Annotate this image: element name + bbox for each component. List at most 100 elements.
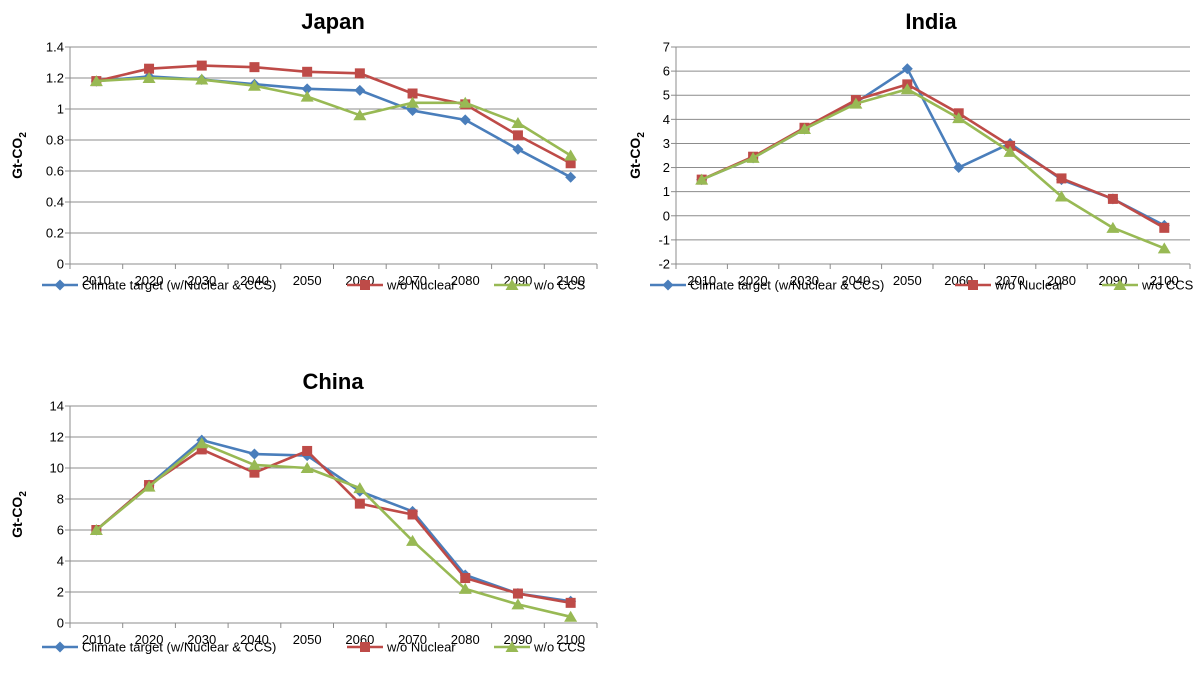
data-point: [302, 445, 313, 456]
y-tick-label: -1: [658, 232, 670, 247]
data-point: [406, 96, 420, 108]
legend-label: Climate target (w/Nuclear & CCS): [82, 640, 276, 655]
data-point: [798, 122, 811, 134]
y-tick-label: 6: [663, 64, 670, 79]
legend-marker: [360, 280, 370, 290]
series-ccs: [89, 437, 578, 622]
x-tick-label: 2050: [893, 273, 922, 288]
legend-marker: [54, 279, 66, 291]
y-tick-label: 4: [57, 554, 64, 569]
x-tick-label: 2020: [135, 273, 164, 288]
y-tick-label: 0.8: [46, 133, 64, 148]
y-tick-label: 0: [663, 208, 670, 223]
data-point: [196, 60, 207, 71]
legend-item-climate: Climate target (w/Nuclear & CCS): [42, 278, 276, 293]
data-point: [458, 582, 472, 594]
x-tick-label: 2070: [398, 273, 427, 288]
x-tick-label: 2010: [82, 273, 111, 288]
data-point: [406, 534, 420, 546]
y-tick-label: 14: [50, 399, 64, 414]
x-tick-label: 2030: [187, 273, 216, 288]
legend: Climate target (w/Nuclear & CCS) w/o Nucl…: [650, 278, 1194, 293]
data-point: [1106, 221, 1120, 233]
x-tick-label: 2080: [451, 632, 480, 647]
y-tick-label: 5: [663, 88, 670, 103]
y-tick-label: 12: [50, 430, 64, 445]
data-point: [512, 143, 524, 155]
data-point: [302, 66, 313, 77]
legend-item-ccs: w/o CCS: [494, 278, 586, 293]
data-point: [249, 467, 260, 478]
chart-title: China: [302, 369, 364, 394]
data-point: [354, 498, 365, 509]
y-tick-label: 7: [663, 40, 670, 55]
data-point: [89, 75, 103, 87]
y-axis-label: Gt-CO2: [9, 491, 29, 538]
y-tick-label: 2: [57, 585, 64, 600]
series-line: [701, 83, 1165, 229]
series-climate: [696, 63, 1170, 231]
data-point: [354, 84, 366, 96]
series-ccs: [695, 83, 1171, 254]
y-tick-label: 0.6: [46, 164, 64, 179]
y-tick-label: 1: [663, 184, 670, 199]
x-tick-label: 2050: [293, 632, 322, 647]
data-point: [564, 610, 578, 622]
data-point: [459, 114, 471, 126]
series-climate: [90, 434, 577, 607]
data-point: [142, 480, 156, 492]
x-tick-label: 2100: [556, 632, 585, 647]
data-point: [249, 62, 260, 73]
x-tick-label: 2070: [996, 273, 1025, 288]
chart-japan: Japan 0 0.2 0.4 0.6 0.8 1 1.2 1.4 2010 2020 2030 204…: [9, 9, 598, 293]
series-line: [95, 441, 571, 619]
legend-label: Climate target (w/Nuclear & CCS): [82, 278, 276, 293]
legend-item-climate: Climate target (w/Nuclear & CCS): [42, 640, 276, 655]
data-point: [300, 90, 314, 102]
chart-title: Japan: [301, 9, 365, 34]
data-point: [195, 437, 209, 449]
y-tick-label: 4: [663, 112, 670, 127]
series-line: [701, 87, 1165, 250]
series-line: [96, 64, 572, 165]
legend-label: w/o Nuclear: [994, 278, 1064, 293]
data-point: [354, 68, 365, 79]
legend-item-nuclear: w/o Nuclear: [347, 278, 456, 293]
y-tick-label: 8: [57, 492, 64, 507]
x-tick-label: 2040: [240, 273, 269, 288]
data-point: [900, 83, 914, 95]
series-line: [96, 75, 572, 179]
data-point: [564, 149, 578, 161]
data-point: [196, 444, 207, 455]
x-tick-label: 2080: [1047, 273, 1076, 288]
y-tick-label: 0: [57, 257, 64, 272]
legend-marker: [505, 279, 519, 290]
legend: Climate target (w/Nuclear & CCS) w/o Nucl…: [42, 640, 586, 655]
data-point: [849, 97, 863, 109]
data-point: [746, 151, 760, 163]
data-point: [1056, 173, 1067, 184]
y-axis-label: Gt-CO2: [9, 132, 29, 179]
data-point: [407, 509, 418, 520]
legend-label: w/o Nuclear: [386, 640, 456, 655]
data-point: [565, 158, 576, 169]
data-point: [512, 588, 523, 599]
data-point: [301, 83, 313, 95]
data-point: [953, 162, 965, 174]
data-point: [1055, 190, 1068, 202]
y-tick-label: 0.2: [46, 226, 64, 241]
data-point: [1107, 193, 1118, 204]
legend-label: w/o CCS: [533, 278, 586, 293]
legend-item-ccs: w/o CCS: [1102, 278, 1194, 293]
y-tick-label: 1.4: [46, 40, 64, 55]
x-tick-label: 2020: [135, 632, 164, 647]
data-point: [695, 173, 709, 185]
x-tick-label: 2040: [240, 632, 269, 647]
y-tick-label: 6: [57, 523, 64, 538]
x-tick-label: 2080: [451, 273, 480, 288]
legend-item-ccs: w/o CCS: [494, 640, 586, 655]
data-point: [511, 598, 525, 610]
data-point: [1005, 140, 1016, 151]
series-nuclear: [91, 444, 576, 608]
